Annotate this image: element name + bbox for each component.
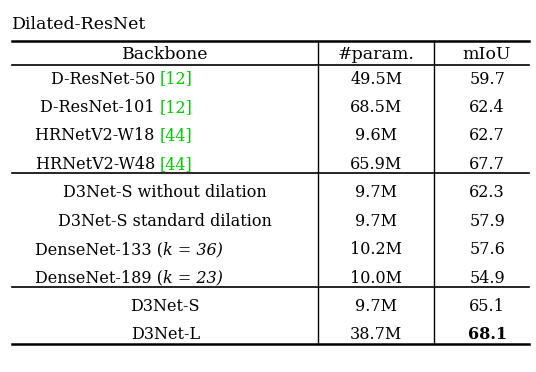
Text: 54.9: 54.9 — [469, 270, 505, 286]
Text: D-ResNet-50: D-ResNet-50 — [50, 71, 160, 87]
Text: 59.7: 59.7 — [469, 71, 505, 87]
Text: 10.0M: 10.0M — [351, 270, 403, 286]
Text: 65.1: 65.1 — [469, 298, 505, 315]
Text: HRNetV2-W18: HRNetV2-W18 — [35, 128, 160, 144]
Text: 67.7: 67.7 — [469, 156, 505, 173]
Text: 10.2M: 10.2M — [351, 241, 403, 258]
Text: [44]: [44] — [160, 128, 192, 144]
Text: D3Net-S: D3Net-S — [130, 298, 200, 315]
Text: mIoU: mIoU — [463, 46, 511, 63]
Text: 9.6M: 9.6M — [355, 128, 397, 144]
Text: [44]: [44] — [160, 156, 192, 173]
Text: D-ResNet-101: D-ResNet-101 — [40, 99, 160, 116]
Text: [12]: [12] — [160, 99, 193, 116]
Text: 57.6: 57.6 — [469, 241, 505, 258]
Text: k = 36): k = 36) — [162, 241, 222, 258]
Text: Dilated-ResNet: Dilated-ResNet — [12, 16, 146, 33]
Text: 68.5M: 68.5M — [350, 99, 403, 116]
Text: 62.3: 62.3 — [469, 184, 505, 201]
Text: k = 23): k = 23) — [162, 270, 222, 286]
Text: 9.7M: 9.7M — [355, 298, 397, 315]
Text: HRNetV2-W48: HRNetV2-W48 — [35, 156, 160, 173]
Text: 65.9M: 65.9M — [350, 156, 403, 173]
Text: Backbone: Backbone — [122, 46, 209, 63]
Text: 49.5M: 49.5M — [350, 71, 403, 87]
Text: [12]: [12] — [160, 71, 193, 87]
Text: 62.7: 62.7 — [469, 128, 505, 144]
Text: 62.4: 62.4 — [470, 99, 505, 116]
Text: 68.1: 68.1 — [467, 327, 507, 343]
Text: 38.7M: 38.7M — [350, 327, 403, 343]
Text: 9.7M: 9.7M — [355, 184, 397, 201]
Text: D3Net-S standard dilation: D3Net-S standard dilation — [58, 213, 272, 230]
Text: 57.9: 57.9 — [469, 213, 505, 230]
Text: D3Net-L: D3Net-L — [131, 327, 200, 343]
Text: D3Net-S without dilation: D3Net-S without dilation — [63, 184, 267, 201]
Text: 9.7M: 9.7M — [355, 213, 397, 230]
Text: DenseNet-189 (: DenseNet-189 ( — [34, 270, 162, 286]
Text: DenseNet-133 (: DenseNet-133 ( — [34, 241, 162, 258]
Text: #param.: #param. — [338, 46, 415, 63]
